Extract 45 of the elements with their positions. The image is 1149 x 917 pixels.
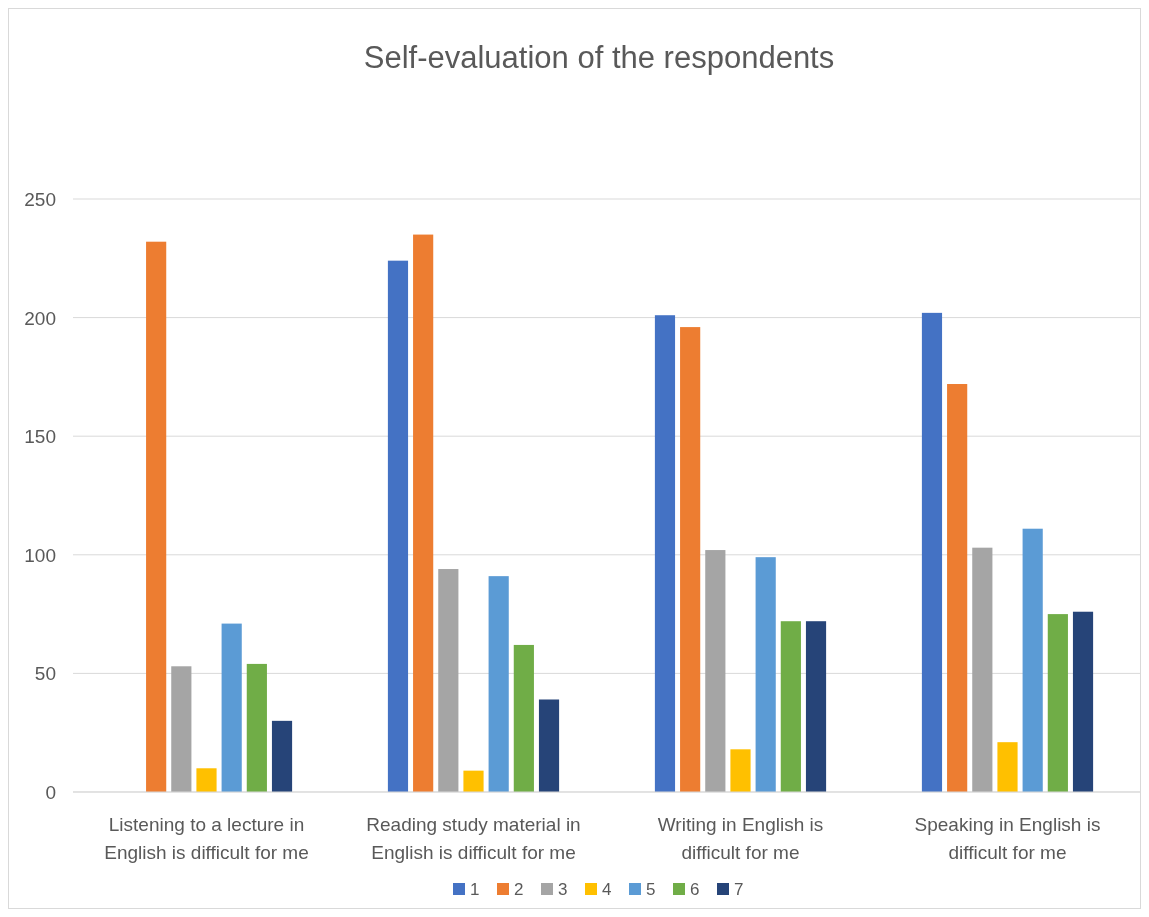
bar <box>463 770 484 792</box>
bar <box>1047 614 1068 792</box>
y-tick-label: 100 <box>24 544 56 566</box>
y-tick-label: 0 <box>45 782 56 803</box>
bar <box>513 644 534 792</box>
bar <box>1072 611 1094 792</box>
bar <box>972 547 993 792</box>
bar <box>438 569 459 792</box>
bar <box>780 621 801 792</box>
legend-label: 7 <box>734 880 744 899</box>
x-tick-label: Reading study material in English is difficult for me <box>366 814 581 863</box>
bar <box>680 327 701 792</box>
bar <box>271 720 293 792</box>
bar <box>196 768 217 792</box>
bar <box>146 241 167 792</box>
x-tick-label: Listening to a lecture in English is difficult for me <box>104 814 309 863</box>
bar <box>488 576 509 792</box>
y-tick-label: 150 <box>24 426 56 448</box>
bar <box>221 623 242 792</box>
y-tick-label: 200 <box>24 307 56 329</box>
legend-label: 1 <box>470 880 480 899</box>
y-tick-label: 50 <box>34 663 56 685</box>
legend-label: 4 <box>602 880 612 899</box>
bar <box>246 663 267 792</box>
x-tick-label: Writing in English is difficult for me <box>657 814 824 863</box>
x-tick-label: Speaking in English is difficult for me <box>914 814 1101 863</box>
y-tick-label: 250 <box>24 189 56 210</box>
bar <box>921 312 943 792</box>
bar <box>947 384 968 792</box>
bar <box>755 557 776 792</box>
bar <box>654 315 676 792</box>
legend-label: 3 <box>558 880 568 899</box>
bar <box>171 666 192 792</box>
chart-title: Self-evaluation of the respondents <box>363 40 835 75</box>
bar <box>705 550 726 792</box>
bar <box>413 234 434 792</box>
bar <box>730 749 751 792</box>
bar <box>805 621 827 792</box>
legend-label: 2 <box>514 880 524 899</box>
bar <box>387 260 409 792</box>
bar <box>1022 528 1043 792</box>
legend-label: 6 <box>690 880 700 899</box>
legend-label: 5 <box>646 880 656 899</box>
bar <box>997 742 1018 792</box>
bar <box>538 699 560 792</box>
